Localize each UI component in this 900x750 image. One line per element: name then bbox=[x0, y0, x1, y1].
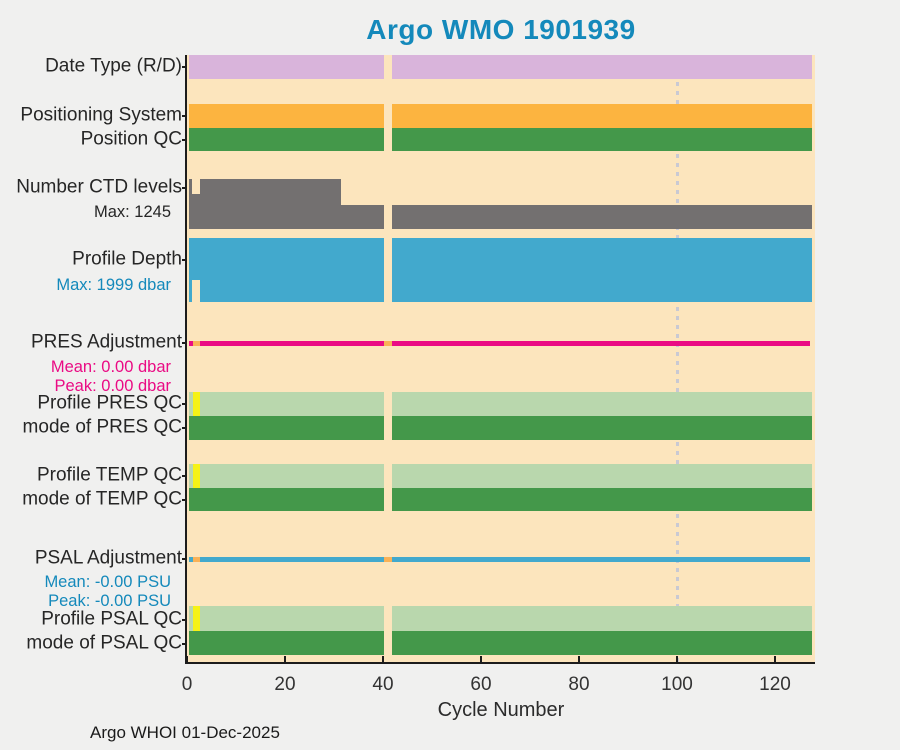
line-interpolated-psal_adjustment bbox=[384, 556, 392, 562]
y-tick-mode_psal_qc bbox=[181, 643, 187, 645]
bar-date_type bbox=[188, 55, 812, 79]
x-tick-label-60: 60 bbox=[470, 674, 492, 695]
row-label-profile_psal_qc: Profile PSAL QC bbox=[41, 608, 182, 630]
y-tick-profile_depth bbox=[181, 259, 187, 261]
y-tick-position_qc bbox=[181, 139, 187, 141]
y-tick-pres_adjustment bbox=[181, 342, 187, 344]
bar-n_ctd_levels bbox=[199, 179, 341, 229]
y-tick-mode_temp_qc bbox=[181, 499, 187, 501]
line-interpolated-pres_adjustment bbox=[384, 340, 392, 346]
bar-profile_pres_qc bbox=[188, 392, 812, 416]
row-sublabel-profile_depth-0: Max: 1999 dbar bbox=[56, 276, 171, 295]
dotted-guide-line bbox=[675, 55, 679, 662]
row-label-date_type: Date Type (R/D) bbox=[45, 55, 182, 77]
row-label-mode_psal_qc: mode of PSAL QC bbox=[26, 632, 182, 654]
bar-n_ctd_levels bbox=[192, 194, 200, 229]
bar-profile_temp_qc bbox=[188, 464, 812, 488]
row-sublabel-psal_adjustment-0: Mean: -0.00 PSU bbox=[44, 573, 171, 592]
row-label-profile_depth: Profile Depth bbox=[72, 248, 182, 270]
y-tick-psal_adjustment bbox=[181, 558, 187, 560]
x-tick-80 bbox=[578, 656, 580, 662]
x-tick-label-40: 40 bbox=[372, 674, 394, 695]
plot-area bbox=[187, 55, 815, 662]
y-tick-profile_psal_qc bbox=[181, 619, 187, 621]
x-tick-40 bbox=[382, 656, 384, 662]
bar-n_ctd_levels bbox=[188, 179, 193, 229]
y-axis-spine bbox=[185, 55, 187, 664]
y-tick-profile_pres_qc bbox=[181, 403, 187, 405]
y-tick-mode_pres_qc bbox=[181, 427, 187, 429]
x-axis-spine bbox=[185, 662, 815, 664]
x-tick-label-0: 0 bbox=[181, 674, 193, 695]
x-tick-120 bbox=[774, 656, 776, 662]
row-sublabel-pres_adjustment-0: Mean: 0.00 dbar bbox=[50, 357, 171, 376]
line-interpolated-psal_adjustment bbox=[192, 556, 200, 562]
anomaly-profile_pres_qc bbox=[193, 392, 200, 416]
row-label-pres_adjustment: PRES Adjustment bbox=[30, 331, 182, 353]
x-tick-60 bbox=[480, 656, 482, 662]
x-tick-label-80: 80 bbox=[568, 674, 590, 695]
x-axis-label: Cycle Number bbox=[437, 699, 565, 721]
anomaly-profile_psal_qc bbox=[193, 606, 200, 631]
x-tick-label-100: 100 bbox=[661, 674, 693, 695]
row-label-n_ctd_levels: Number CTD levels bbox=[16, 176, 182, 198]
line-interpolated-pres_adjustment bbox=[192, 340, 200, 346]
bar-profile_depth bbox=[199, 238, 812, 302]
y-tick-positioning_system bbox=[181, 115, 187, 117]
row-label-profile_temp_qc: Profile TEMP QC bbox=[36, 464, 182, 486]
line-psal_adjustment bbox=[188, 556, 811, 562]
row-label-position_qc: Position QC bbox=[80, 128, 182, 150]
bar-position_qc bbox=[188, 128, 812, 151]
chart-title: Argo WMO 1901939 bbox=[366, 14, 636, 45]
row-label-mode_pres_qc: mode of PRES QC bbox=[22, 416, 182, 438]
bar-mode_temp_qc bbox=[188, 488, 812, 511]
x-tick-0 bbox=[186, 656, 188, 662]
row-sublabel-n_ctd_levels-0: Max: 1245 bbox=[93, 203, 171, 222]
footer-credit: Argo WHOI 01-Dec-2025 bbox=[90, 723, 280, 742]
bar-n_ctd_levels bbox=[340, 205, 812, 229]
x-tick-100 bbox=[676, 656, 678, 662]
x-tick-label-120: 120 bbox=[759, 674, 791, 695]
bar-mode_pres_qc bbox=[188, 416, 812, 440]
y-tick-n_ctd_levels bbox=[181, 187, 187, 189]
y-tick-date_type bbox=[181, 66, 187, 68]
x-tick-label-20: 20 bbox=[274, 674, 296, 695]
x-tick-20 bbox=[284, 656, 286, 662]
anomaly-profile_temp_qc bbox=[193, 464, 200, 488]
y-tick-profile_temp_qc bbox=[181, 475, 187, 477]
row-label-mode_temp_qc: mode of TEMP QC bbox=[22, 488, 182, 510]
missing-cycle-gap bbox=[384, 55, 392, 662]
bar-profile_depth bbox=[188, 238, 193, 302]
line-pres_adjustment bbox=[188, 340, 811, 346]
row-sublabel-pres_adjustment-1: Peak: 0.00 dbar bbox=[54, 376, 172, 395]
bar-profile_psal_qc bbox=[188, 606, 812, 631]
bar-mode_psal_qc bbox=[188, 631, 812, 655]
bar-profile_depth bbox=[192, 238, 200, 280]
bar-positioning_system bbox=[188, 104, 812, 128]
row-label-profile_pres_qc: Profile PRES QC bbox=[37, 392, 182, 414]
row-sublabel-psal_adjustment-1: Peak: -0.00 PSU bbox=[48, 592, 171, 611]
row-label-psal_adjustment: PSAL Adjustment bbox=[34, 547, 182, 569]
row-label-positioning_system: Positioning System bbox=[20, 104, 182, 126]
